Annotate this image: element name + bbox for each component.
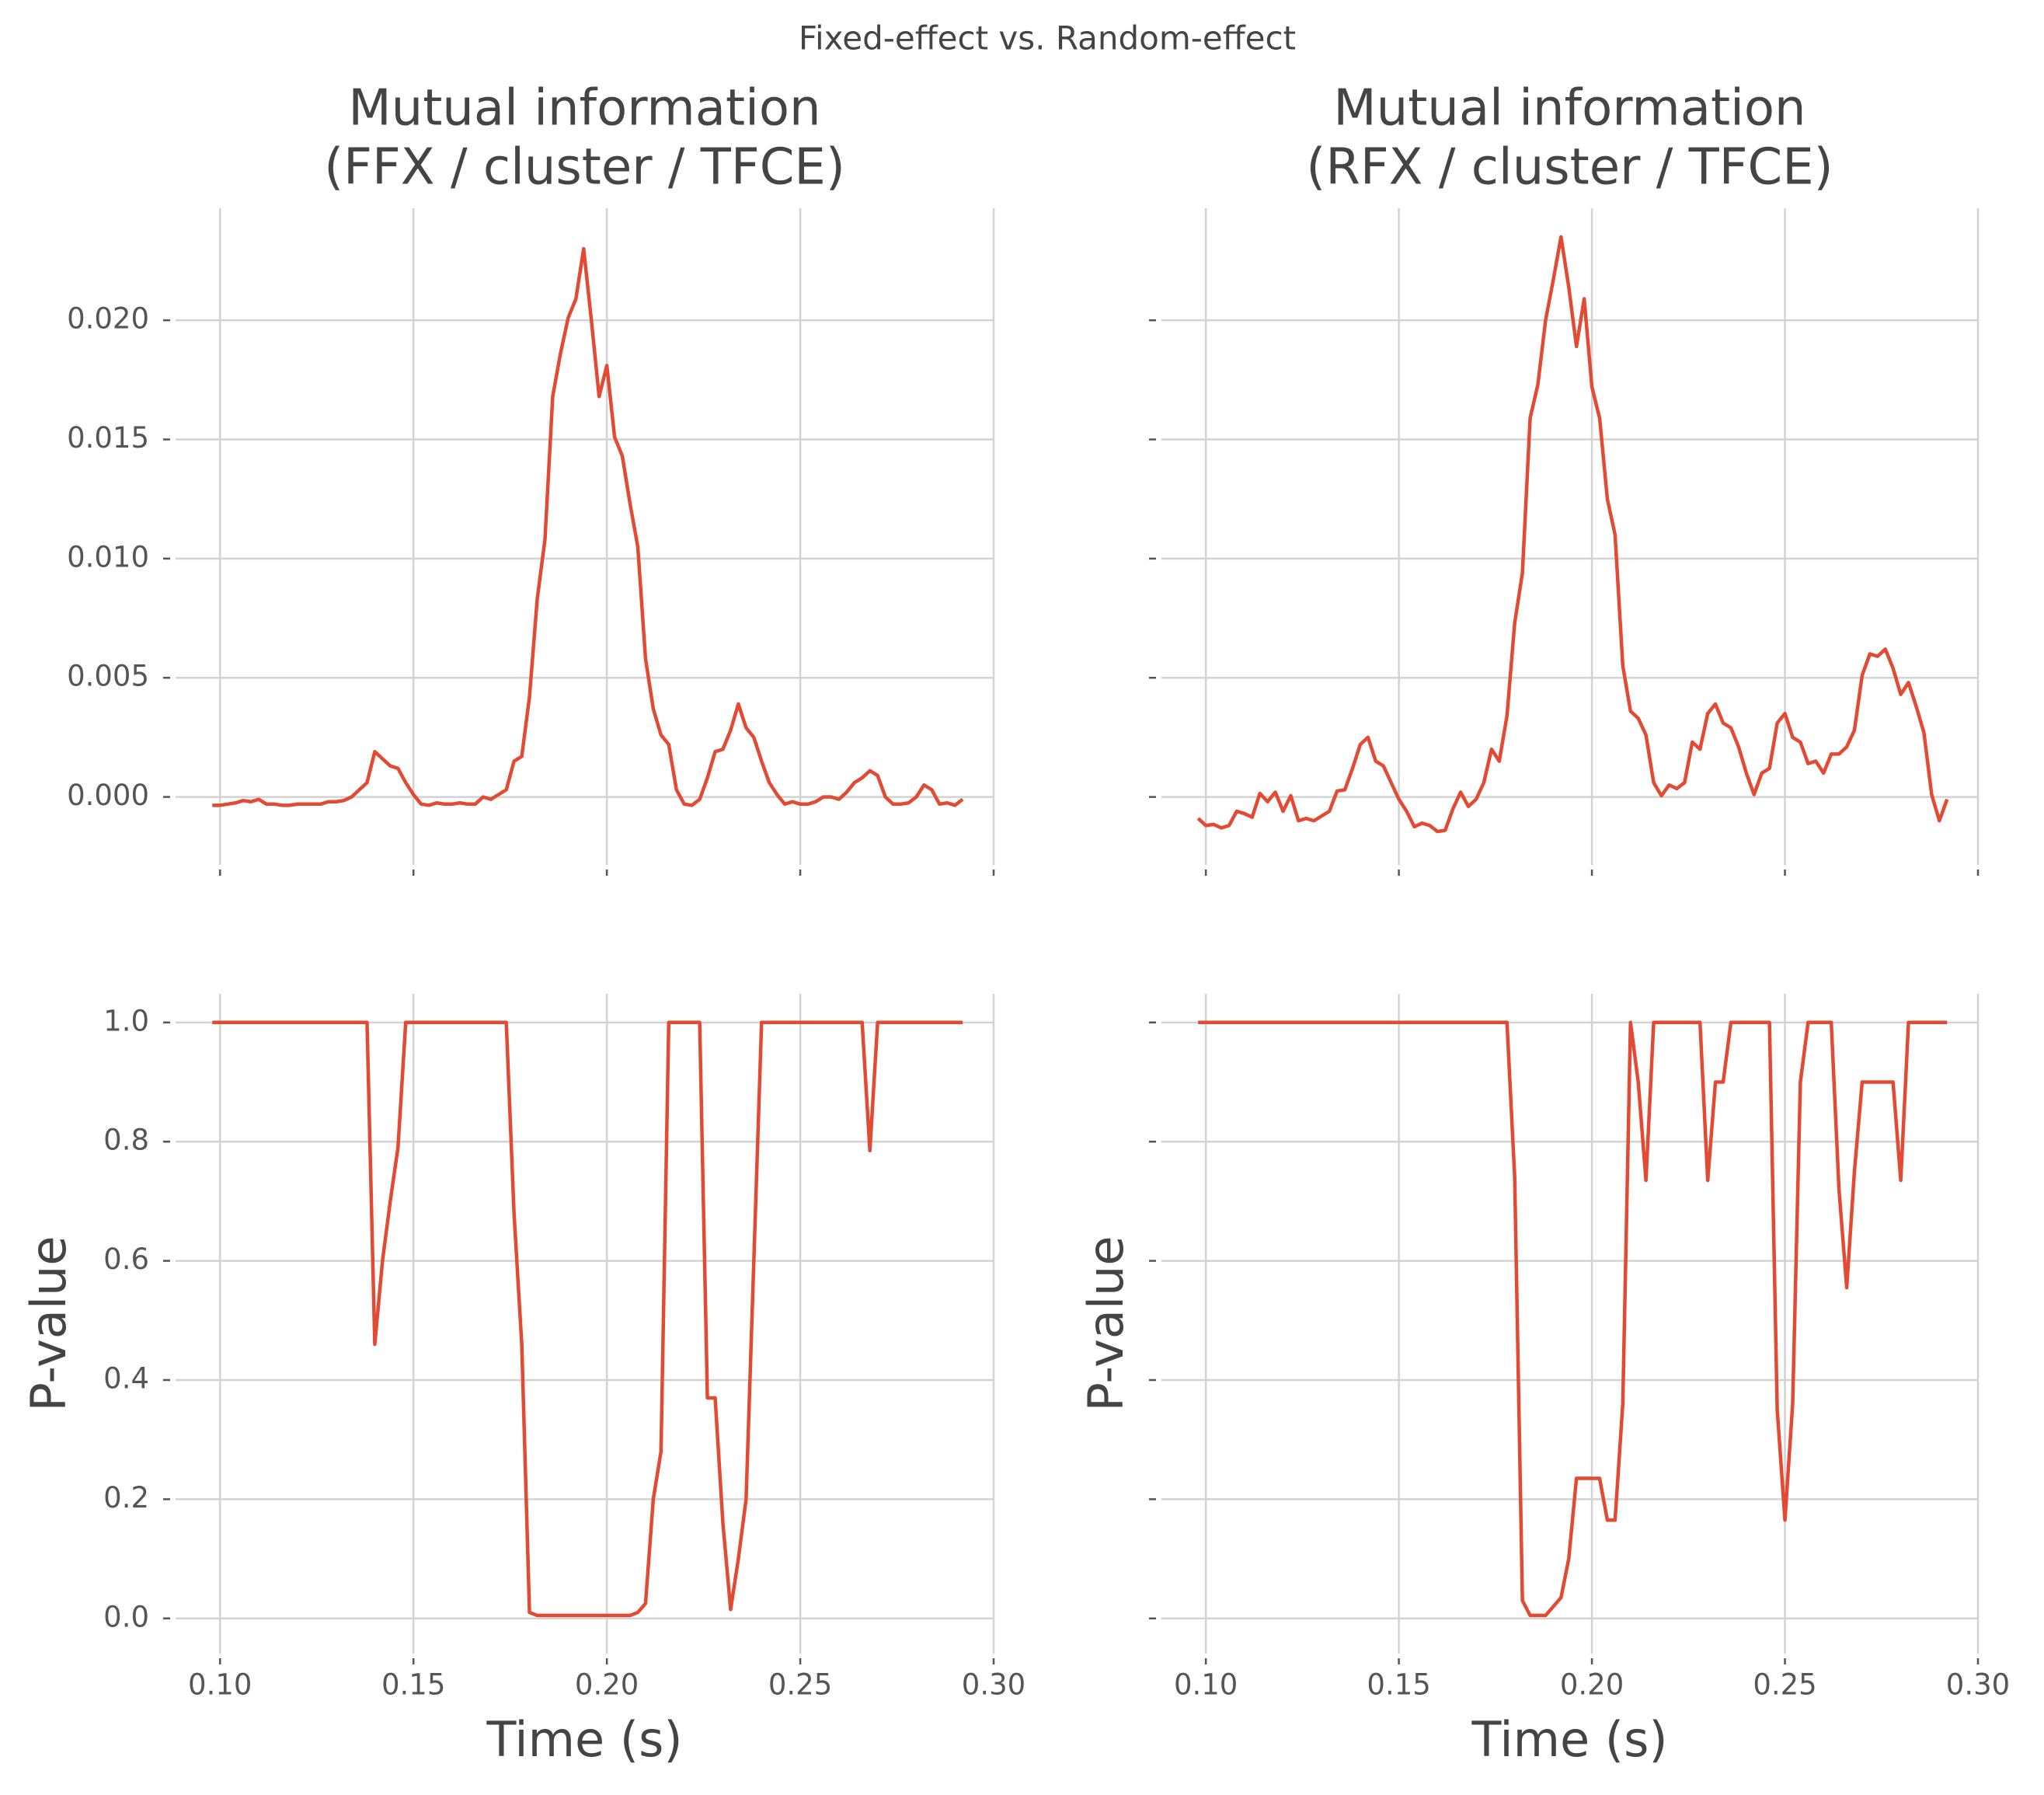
- x-tick-label: 0.20: [575, 1668, 639, 1702]
- data-line: [1196, 235, 1949, 834]
- data-line: [212, 246, 964, 807]
- y-tick-label: 0.4: [103, 1361, 149, 1395]
- x-tick-label: 0.25: [1753, 1668, 1816, 1702]
- data-line: [1198, 1020, 1948, 1618]
- y-tick-label: 0.8: [103, 1124, 149, 1157]
- x-tick-label: 0.15: [1367, 1668, 1430, 1702]
- x-tick-label: 0.15: [381, 1668, 445, 1702]
- x-tick-label: 0.30: [962, 1668, 1025, 1702]
- chart-title: Mutual information: [348, 80, 820, 138]
- x-axis-label: Time (s): [486, 1711, 682, 1768]
- x-tick-label: 0.10: [1174, 1668, 1238, 1702]
- x-tick-label: 0.10: [188, 1668, 252, 1702]
- x-tick-label: 0.30: [1946, 1668, 2010, 1702]
- y-tick-label: 0.010: [67, 540, 149, 573]
- chart-title: (FFX / cluster / TFCE): [324, 139, 845, 197]
- y-axis-label: P-value: [1078, 1236, 1134, 1411]
- y-tick-label: 0.2: [103, 1481, 149, 1514]
- y-tick-label: 1.0: [103, 1004, 149, 1037]
- chart-title: (RFX / cluster / TFCE): [1306, 139, 1833, 197]
- x-axis-label: Time (s): [1471, 1711, 1667, 1768]
- y-tick-label: 0.000: [67, 779, 149, 812]
- y-tick-label: 0.0: [103, 1600, 149, 1633]
- y-tick-label: 0.020: [67, 302, 149, 336]
- y-tick-label: 0.005: [67, 660, 149, 693]
- chart-title: Mutual information: [1333, 80, 1805, 138]
- y-tick-label: 0.015: [67, 421, 149, 455]
- x-tick-label: 0.25: [768, 1668, 832, 1702]
- y-tick-label: 0.6: [103, 1243, 149, 1276]
- y-axis-label: P-value: [20, 1236, 77, 1411]
- figure-title: Fixed-effect vs. Random-effect: [799, 19, 1296, 58]
- data-line: [212, 1020, 963, 1618]
- x-tick-label: 0.20: [1560, 1668, 1624, 1702]
